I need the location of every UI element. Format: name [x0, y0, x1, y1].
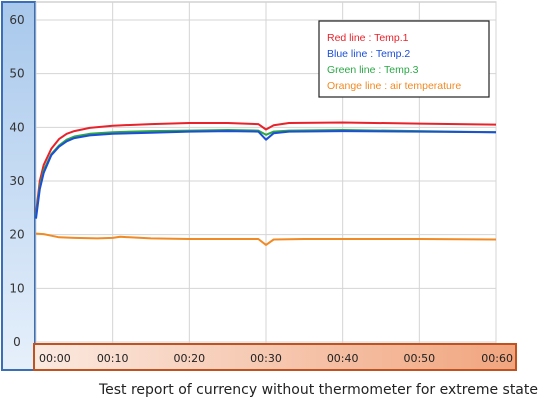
legend: Red line : Temp.1 Blue line : Temp.2 Gre…: [318, 20, 490, 98]
chart-caption: Test report of currency without thermome…: [98, 382, 538, 398]
y-tick-label: 40: [9, 120, 24, 134]
y-tick-label: 0: [13, 335, 21, 349]
grid: [35, 2, 497, 344]
x-tick-labels: 00:00 00:10 00:20 00:30 00:40 00:50 00:60: [39, 352, 513, 365]
series-layer: [35, 121, 497, 246]
y-tick-label: 20: [9, 228, 24, 242]
legend-entry-blue: Blue line : Temp.2: [327, 48, 410, 60]
y-tick-label: 60: [9, 13, 24, 27]
x-tick-label: 00:60: [481, 352, 513, 365]
x-tick-label: 00:50: [403, 352, 435, 365]
x-tick-label: 00:00: [39, 352, 71, 365]
y-tick-label: 50: [9, 67, 24, 81]
y-tick-labels: 0 10 20 30 40 50 60: [9, 13, 24, 349]
x-axis-band: [33, 343, 517, 371]
y-axis-band: [1, 1, 36, 371]
y-tick-label: 30: [9, 174, 24, 188]
x-tick-label: 00:10: [97, 352, 129, 365]
y-tick-label: 10: [9, 281, 24, 295]
series-line-blue: [35, 130, 497, 219]
series-line-red: [35, 121, 497, 214]
legend-entry-green: Green line : Temp.3: [327, 64, 419, 76]
legend-box: [318, 20, 490, 98]
series-line-orange: [35, 232, 497, 246]
x-tick-label: 00:20: [173, 352, 205, 365]
x-tick-label: 00:30: [250, 352, 282, 365]
legend-entry-orange: Orange line : air temperature: [327, 80, 461, 92]
x-tick-label: 00:40: [327, 352, 359, 365]
legend-entry-red: Red line : Temp.1: [327, 32, 409, 44]
